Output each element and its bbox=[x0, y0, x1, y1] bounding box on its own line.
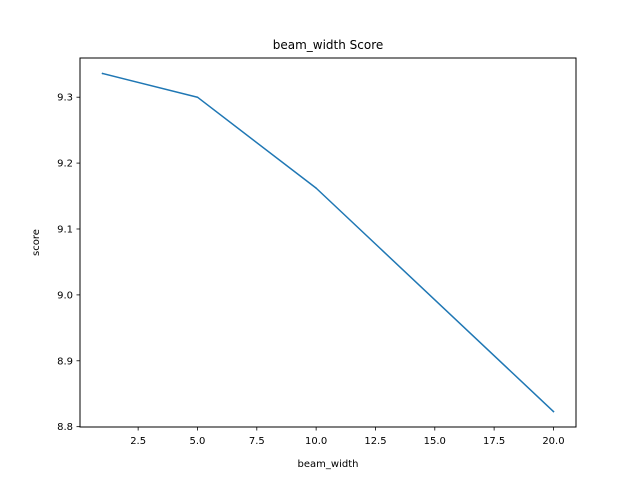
x-axis-label: beam_width bbox=[298, 459, 359, 470]
x-tick-label: 2.5 bbox=[130, 436, 146, 447]
y-axis-label: score bbox=[31, 229, 42, 256]
x-tick-label: 15.0 bbox=[424, 436, 446, 447]
x-tick-label: 5.0 bbox=[190, 436, 206, 447]
series-layer bbox=[101, 72, 555, 413]
x-axis-ticks: 2.5 5.0 7.5 10.0 12.5 15.0 17.5 20.0 bbox=[130, 427, 565, 447]
data-point bbox=[196, 96, 199, 98]
data-point bbox=[101, 72, 104, 75]
y-tick-label: 8.8 bbox=[57, 422, 73, 433]
x-tick-label: 17.5 bbox=[483, 436, 505, 447]
y-tick-label: 8.9 bbox=[57, 356, 73, 367]
plot-background bbox=[80, 58, 576, 427]
data-point bbox=[552, 410, 555, 413]
plot-area: 2.5 5.0 7.5 10.0 12.5 15.0 17.5 20.0 8.8 8.9 9.0 9… bbox=[57, 57, 577, 447]
data-point bbox=[315, 187, 317, 189]
x-tick-label: 10.0 bbox=[305, 436, 327, 447]
plot-frame bbox=[79, 57, 577, 428]
y-axis-ticks: 8.8 8.9 9.0 9.1 9.2 9.3 bbox=[57, 93, 80, 433]
series-line bbox=[101, 72, 555, 413]
y-tick-label: 9.0 bbox=[57, 290, 73, 301]
y-tick-label: 9.2 bbox=[57, 159, 73, 170]
x-tick-label: 12.5 bbox=[364, 436, 386, 447]
chart-title: beam_width Score bbox=[273, 38, 384, 52]
y-tick-label: 9.1 bbox=[57, 224, 73, 235]
x-tick-label: 20.0 bbox=[542, 436, 564, 447]
y-tick-label: 9.3 bbox=[57, 93, 73, 104]
x-tick-label: 7.5 bbox=[249, 436, 265, 447]
